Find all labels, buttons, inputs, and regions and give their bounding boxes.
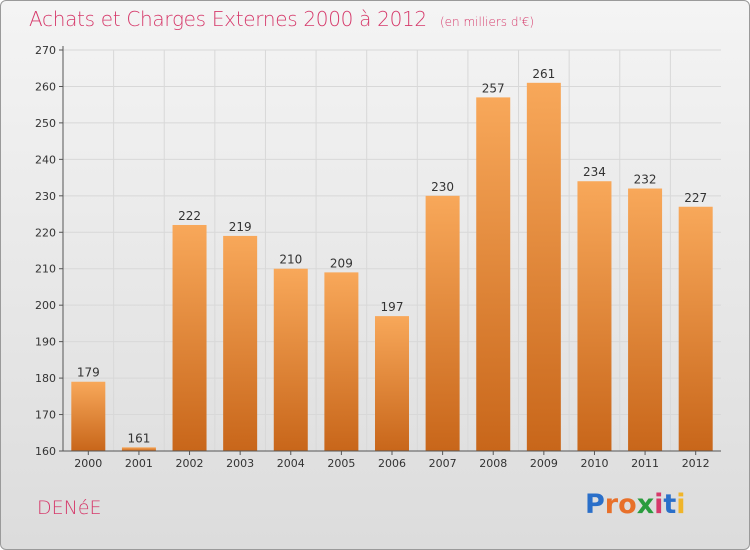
value-label: 261	[532, 67, 555, 81]
value-label: 209	[330, 256, 353, 270]
x-tick-label: 2010	[580, 457, 608, 470]
axes: 160 170 180 190 200 210 220 230 240 250 260 270 2000…	[35, 44, 721, 470]
x-tick-label: 2007	[429, 457, 457, 470]
bars	[71, 82, 713, 452]
x-tick-label: 2002	[176, 457, 204, 470]
y-tick-label: 220	[35, 226, 56, 239]
bar	[71, 381, 106, 451]
value-label: 222	[178, 209, 201, 223]
logo-letter: t	[663, 489, 677, 520]
logo-letter: x	[636, 489, 655, 520]
x-tick-label: 2001	[125, 457, 153, 470]
bar	[273, 268, 308, 451]
bar	[577, 181, 612, 451]
value-label: 161	[127, 431, 150, 445]
bar	[526, 82, 561, 452]
y-tick-label: 230	[35, 190, 56, 203]
bar	[172, 224, 207, 451]
bar	[425, 195, 460, 451]
value-label: 227	[684, 191, 707, 205]
x-tick-label: 2009	[530, 457, 558, 470]
x-tick-label: 2000	[74, 457, 102, 470]
y-tick-label: 200	[35, 299, 56, 312]
value-label: 230	[431, 180, 454, 194]
x-tick-label: 2003	[226, 457, 254, 470]
y-tick-label: 160	[35, 445, 56, 458]
y-tick-label: 190	[35, 336, 56, 349]
x-tick-label: 2008	[479, 457, 507, 470]
logo-letter: r	[604, 489, 619, 520]
commune-name: DENéE	[37, 497, 102, 519]
x-tick-label: 2006	[378, 457, 406, 470]
value-label: 179	[77, 366, 100, 380]
value-label: 219	[229, 220, 252, 234]
bar	[476, 97, 511, 452]
y-tick-label: 260	[35, 80, 56, 93]
value-label: 234	[583, 165, 606, 179]
bar	[375, 316, 409, 451]
x-tick-label: 2011	[631, 457, 659, 470]
value-label: 257	[482, 81, 505, 95]
logo-letter: o	[618, 489, 637, 520]
bar	[678, 206, 713, 451]
x-tick-label: 2005	[327, 457, 355, 470]
bar	[223, 235, 258, 451]
value-labels: 179 161 222 219 210 209 197 230 257 261 234 232 227	[77, 67, 707, 446]
bar	[121, 447, 156, 451]
y-tick-label: 250	[35, 117, 56, 130]
y-tick-label: 240	[35, 153, 56, 166]
value-label: 210	[279, 253, 302, 267]
bar	[324, 272, 359, 451]
x-tick-label: 2004	[277, 457, 305, 470]
y-tick-label: 170	[35, 409, 56, 422]
y-tick-label: 210	[35, 263, 56, 276]
value-label: 232	[634, 173, 657, 187]
unit-text: (en milliers d'€)	[439, 15, 535, 29]
title-text: Achats et Charges Externes 2000 à 2012	[29, 7, 427, 31]
logo-letter: i	[676, 489, 686, 520]
logo-letter: i	[654, 489, 664, 520]
chart-title: Achats et Charges Externes 2000 à 2012 (…	[29, 7, 534, 31]
logo-letter: P	[585, 489, 605, 520]
y-tick-label: 270	[35, 44, 56, 57]
y-tick-label: 180	[35, 372, 56, 385]
x-tick-label: 2012	[682, 457, 710, 470]
bar	[628, 188, 663, 451]
proxiti-logo[interactable]: Proxiti	[585, 489, 686, 520]
value-label: 197	[381, 300, 404, 314]
